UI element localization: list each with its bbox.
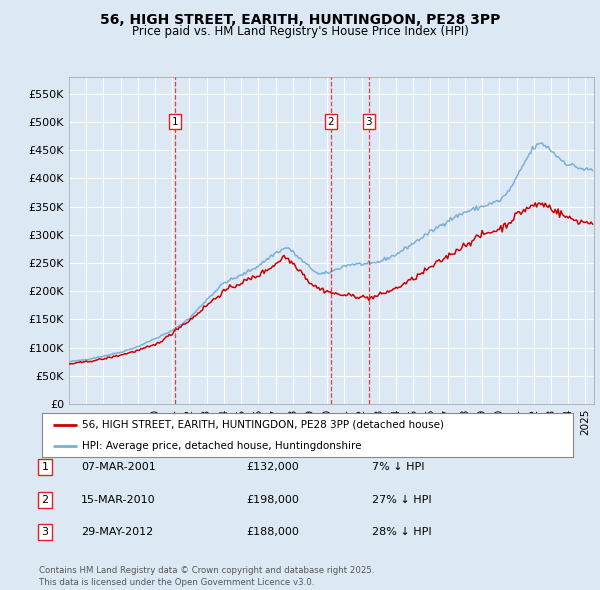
Text: Price paid vs. HM Land Registry's House Price Index (HPI): Price paid vs. HM Land Registry's House … — [131, 25, 469, 38]
Text: 1: 1 — [41, 463, 49, 472]
Text: 1: 1 — [172, 117, 179, 127]
Text: 56, HIGH STREET, EARITH, HUNTINGDON, PE28 3PP (detached house): 56, HIGH STREET, EARITH, HUNTINGDON, PE2… — [82, 420, 444, 430]
Text: HPI: Average price, detached house, Huntingdonshire: HPI: Average price, detached house, Hunt… — [82, 441, 361, 451]
Text: 3: 3 — [41, 527, 49, 537]
Text: 2: 2 — [328, 117, 334, 127]
Text: 56, HIGH STREET, EARITH, HUNTINGDON, PE28 3PP: 56, HIGH STREET, EARITH, HUNTINGDON, PE2… — [100, 13, 500, 27]
Text: 07-MAR-2001: 07-MAR-2001 — [81, 463, 156, 472]
Text: 7% ↓ HPI: 7% ↓ HPI — [372, 463, 425, 472]
Text: 29-MAY-2012: 29-MAY-2012 — [81, 527, 153, 537]
Text: Contains HM Land Registry data © Crown copyright and database right 2025.
This d: Contains HM Land Registry data © Crown c… — [39, 566, 374, 587]
Text: £188,000: £188,000 — [246, 527, 299, 537]
Text: 28% ↓ HPI: 28% ↓ HPI — [372, 527, 431, 537]
Text: £198,000: £198,000 — [246, 495, 299, 504]
Text: 2: 2 — [41, 495, 49, 504]
Text: 15-MAR-2010: 15-MAR-2010 — [81, 495, 155, 504]
Text: 3: 3 — [365, 117, 372, 127]
Text: 27% ↓ HPI: 27% ↓ HPI — [372, 495, 431, 504]
Text: £132,000: £132,000 — [246, 463, 299, 472]
